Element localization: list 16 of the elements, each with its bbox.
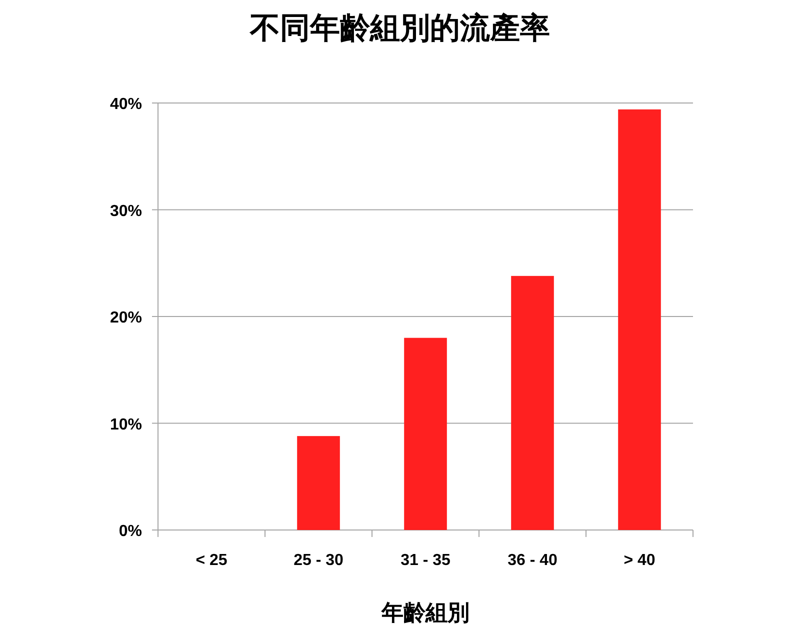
x-axis-title: 年齡組別: [380, 600, 470, 625]
y-tick-label: 20%: [110, 310, 142, 326]
bar: [618, 109, 661, 530]
bar: [297, 436, 340, 530]
y-tick-label: 10%: [110, 416, 142, 434]
y-tick-label: 30%: [110, 202, 142, 220]
bar: [404, 338, 447, 530]
x-tick-label: 25 - 30: [294, 552, 344, 569]
x-tick-label: > 40: [624, 552, 656, 569]
y-tick-label: 40%: [110, 96, 142, 113]
x-tick-label: 31 - 35: [400, 552, 451, 569]
x-tick-label: < 25: [196, 552, 228, 569]
chart-title: 不同年齡組別的流產率: [249, 11, 550, 45]
y-tick-label: 0%: [118, 523, 142, 540]
bar: [511, 276, 554, 530]
x-tick-label: 36 - 40: [508, 552, 558, 569]
